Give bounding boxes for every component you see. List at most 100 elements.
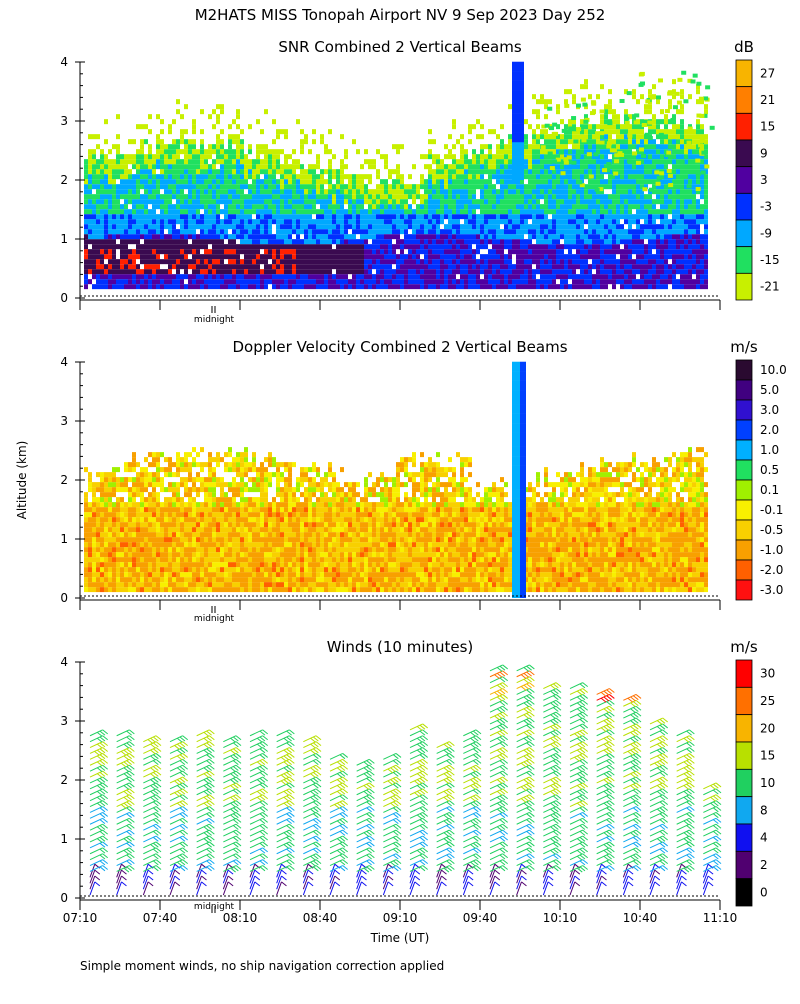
snr-cell [571, 116, 576, 120]
snr-cell [212, 259, 216, 264]
snr-cell [344, 249, 348, 254]
snr-cell [276, 229, 280, 234]
snr-cell [688, 149, 692, 154]
snr-cell [304, 269, 308, 274]
snr-cell [120, 164, 124, 169]
snr-cell [216, 284, 220, 289]
snr-cell [700, 164, 704, 169]
snr-cell [580, 244, 584, 249]
snr-cell [464, 234, 468, 239]
snr-cell [336, 264, 340, 269]
snr-cell [116, 269, 120, 274]
snr-cell [292, 224, 296, 229]
snr-cell [672, 189, 676, 194]
snr-cell [144, 204, 148, 209]
snr-cell [100, 229, 104, 234]
snr-cell [584, 254, 588, 259]
velocity-cell [84, 557, 88, 562]
snr-cell [364, 244, 368, 249]
snr-cell [128, 249, 132, 254]
snr-cell [248, 209, 252, 214]
snr-cell [400, 174, 404, 179]
snr-cell [376, 239, 380, 244]
snr-cell [436, 284, 440, 289]
velocity-cell [116, 567, 120, 572]
snr-cell [208, 224, 212, 229]
snr-cell [300, 214, 304, 219]
snr-cell [176, 204, 180, 209]
snr-cell [625, 121, 630, 125]
snr-cell [612, 119, 616, 124]
snr-cell [644, 214, 648, 219]
snr-cell [364, 254, 368, 259]
snr-cell [228, 154, 232, 159]
snr-cell [628, 229, 632, 234]
snr-cell [416, 249, 420, 254]
snr-cell [156, 234, 160, 239]
snr-cell [552, 284, 556, 289]
snr-cell [200, 284, 204, 289]
snr-cell [112, 204, 116, 209]
snr-cell [588, 234, 592, 239]
snr-cell [607, 121, 612, 125]
snr-cell [344, 154, 348, 159]
snr-cell [324, 229, 328, 234]
snr-cell [192, 174, 196, 179]
snr-cell [156, 244, 160, 249]
snr-cell [136, 234, 140, 239]
snr-cell [552, 244, 556, 249]
snr-cell [260, 184, 264, 189]
snr-cell [640, 279, 644, 284]
snr-cell [664, 134, 668, 139]
snr-cell [216, 204, 220, 209]
snr-cell [696, 172, 701, 176]
snr-cell [476, 259, 480, 264]
snr-cell [120, 214, 124, 219]
snr-cell [628, 269, 632, 274]
snr-cell [192, 184, 196, 189]
snr-cell [660, 154, 664, 159]
snr-cell [184, 214, 188, 219]
snr-cell [316, 279, 320, 284]
snr-cell [560, 184, 564, 189]
snr-cell [416, 234, 420, 239]
snr-cell [100, 169, 104, 174]
snr-cell [652, 159, 656, 164]
snr-cell [588, 244, 592, 249]
snr-cell [140, 214, 144, 219]
snr-column-cell [512, 99, 524, 104]
snr-cell [352, 249, 356, 254]
snr-cell [160, 119, 164, 124]
snr-cell [304, 134, 308, 139]
snr-cell [552, 160, 557, 164]
snr-cell [144, 269, 148, 274]
snr-cell [620, 284, 624, 289]
snr-cell [680, 264, 684, 269]
snr-cell [136, 169, 140, 174]
snr-cell [660, 279, 664, 284]
snr-cell [128, 214, 132, 219]
snr-cell [412, 239, 416, 244]
velocity-cell [120, 502, 124, 507]
snr-cell [544, 204, 548, 209]
snr-cell [696, 179, 700, 184]
snr-cell [692, 139, 696, 144]
snr-cell [332, 174, 336, 179]
snr-cell [244, 279, 248, 284]
snr-cell [344, 254, 348, 259]
snr-cell [424, 264, 428, 269]
snr-cell [168, 259, 172, 264]
snr-cell [508, 214, 512, 219]
snr-cell [384, 214, 388, 219]
velocity-cell [112, 582, 116, 587]
snr-cell [528, 194, 532, 199]
velocity-cell [92, 482, 96, 487]
snr-cell [500, 184, 504, 189]
snr-cell [608, 249, 612, 254]
snr-cell [656, 199, 660, 204]
snr-cell [116, 264, 120, 269]
snr-cell [640, 249, 644, 254]
snr-cell [444, 189, 448, 194]
snr-cell [200, 269, 204, 274]
snr-cell [108, 249, 112, 254]
